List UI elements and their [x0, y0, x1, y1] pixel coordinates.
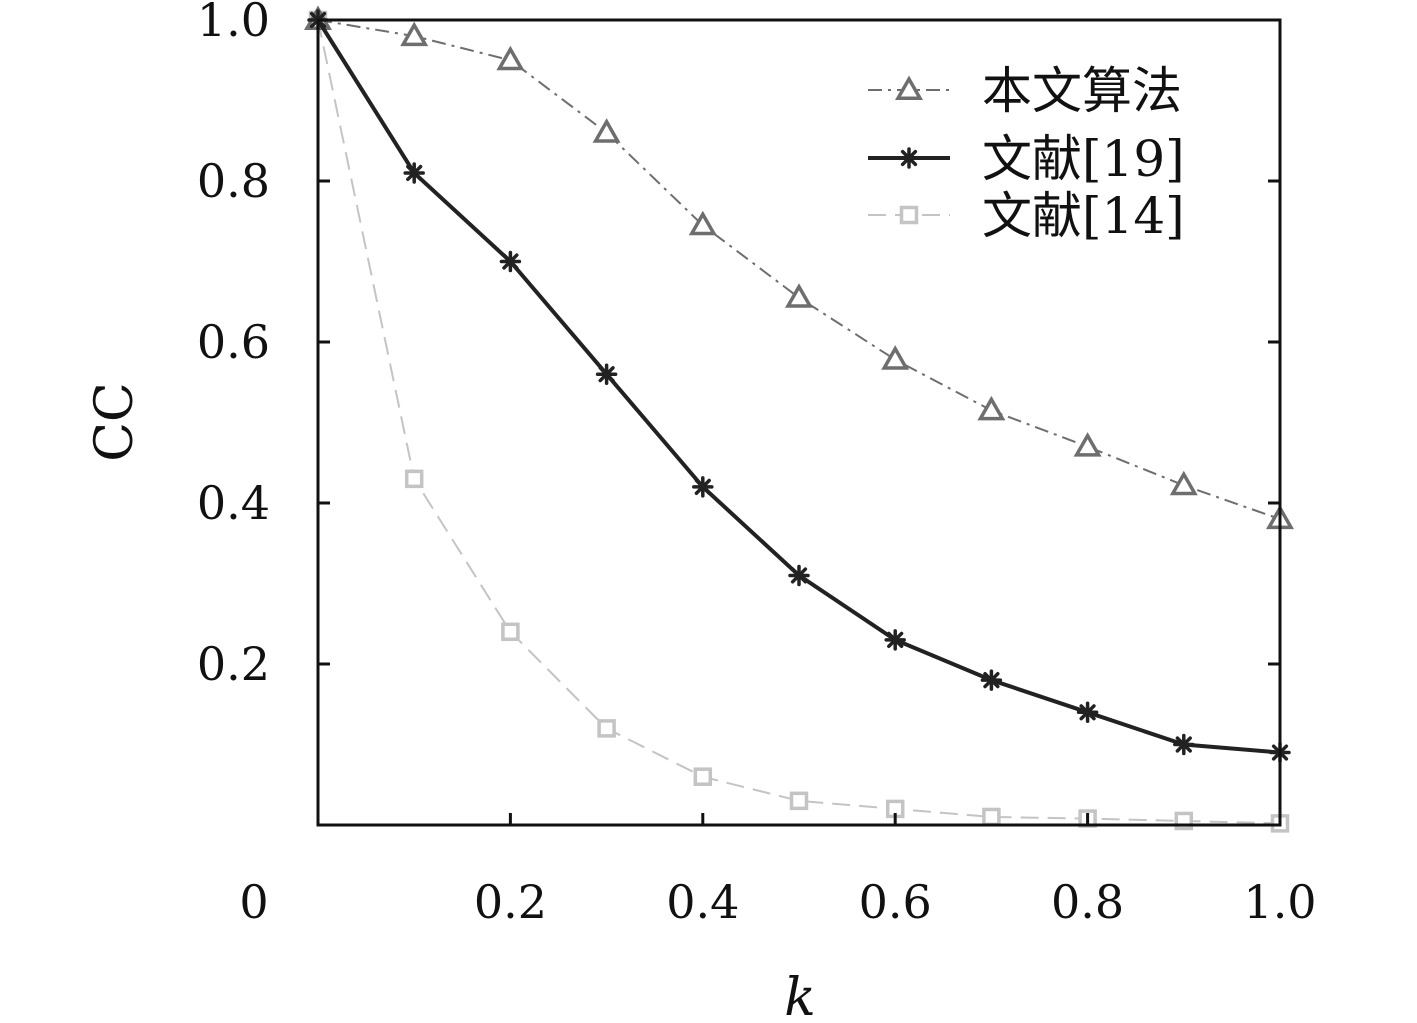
legend-label: 文献[14] — [982, 187, 1185, 245]
x-tick-label: 0.4 — [666, 875, 739, 929]
data-point-asterisk — [403, 162, 425, 184]
x-tick-label: 0.2 — [474, 875, 547, 929]
data-point-asterisk — [595, 363, 618, 385]
x-tick-label: 0 — [239, 875, 268, 929]
data-point-square — [982, 807, 1001, 827]
data-point-asterisk — [980, 669, 1003, 691]
data-point-asterisk — [1173, 733, 1195, 756]
y-tick-label: 0.8 — [197, 154, 270, 208]
data-point-triangle — [977, 395, 1006, 421]
data-point-asterisk — [692, 476, 714, 498]
legend-marker-triangle — [894, 75, 924, 100]
data-point-triangle — [1073, 432, 1102, 457]
data-point-square — [501, 622, 520, 642]
legend-marker-asterisk — [898, 147, 920, 169]
plot-frame — [316, 18, 1282, 827]
data-point-asterisk — [1076, 701, 1099, 724]
y-tick-label: 0.2 — [197, 637, 270, 691]
x-tick-label: 0.8 — [1051, 875, 1124, 929]
data-point-square — [597, 719, 616, 738]
data-point-triangle — [881, 345, 910, 370]
data-point-triangle — [784, 283, 814, 308]
y-tick-label: 0.6 — [197, 315, 270, 369]
data-point-asterisk — [884, 629, 906, 651]
data-point-square — [789, 791, 809, 811]
data-point-triangle — [400, 21, 429, 47]
data-point-asterisk — [788, 564, 810, 587]
legend-marker-square — [899, 205, 919, 225]
x-tick-label: 0.6 — [859, 875, 932, 929]
data-point-asterisk — [499, 250, 522, 273]
data-point-triangle — [592, 118, 621, 143]
data-point-triangle — [496, 45, 525, 71]
x-tick-label: 1.0 — [1243, 875, 1316, 929]
data-point-triangle — [688, 210, 717, 236]
y-axis-title: CC — [85, 382, 145, 462]
ticks-layer: 0.2 0.4 0.6 0.8 1.0 0 0.2 0.4 0.6 0.8 1.0 — [197, 0, 1317, 929]
y-tick-label: 1.0 — [197, 0, 270, 47]
data-point-square — [693, 767, 713, 786]
x-axis-title: k — [784, 968, 816, 1023]
data-point-triangle — [1169, 470, 1198, 496]
legend-label: 文献[19] — [982, 130, 1185, 188]
legend-label: 本文算法 — [982, 62, 1182, 120]
y-tick-label: 0.4 — [197, 476, 270, 530]
data-point-square — [404, 469, 424, 489]
